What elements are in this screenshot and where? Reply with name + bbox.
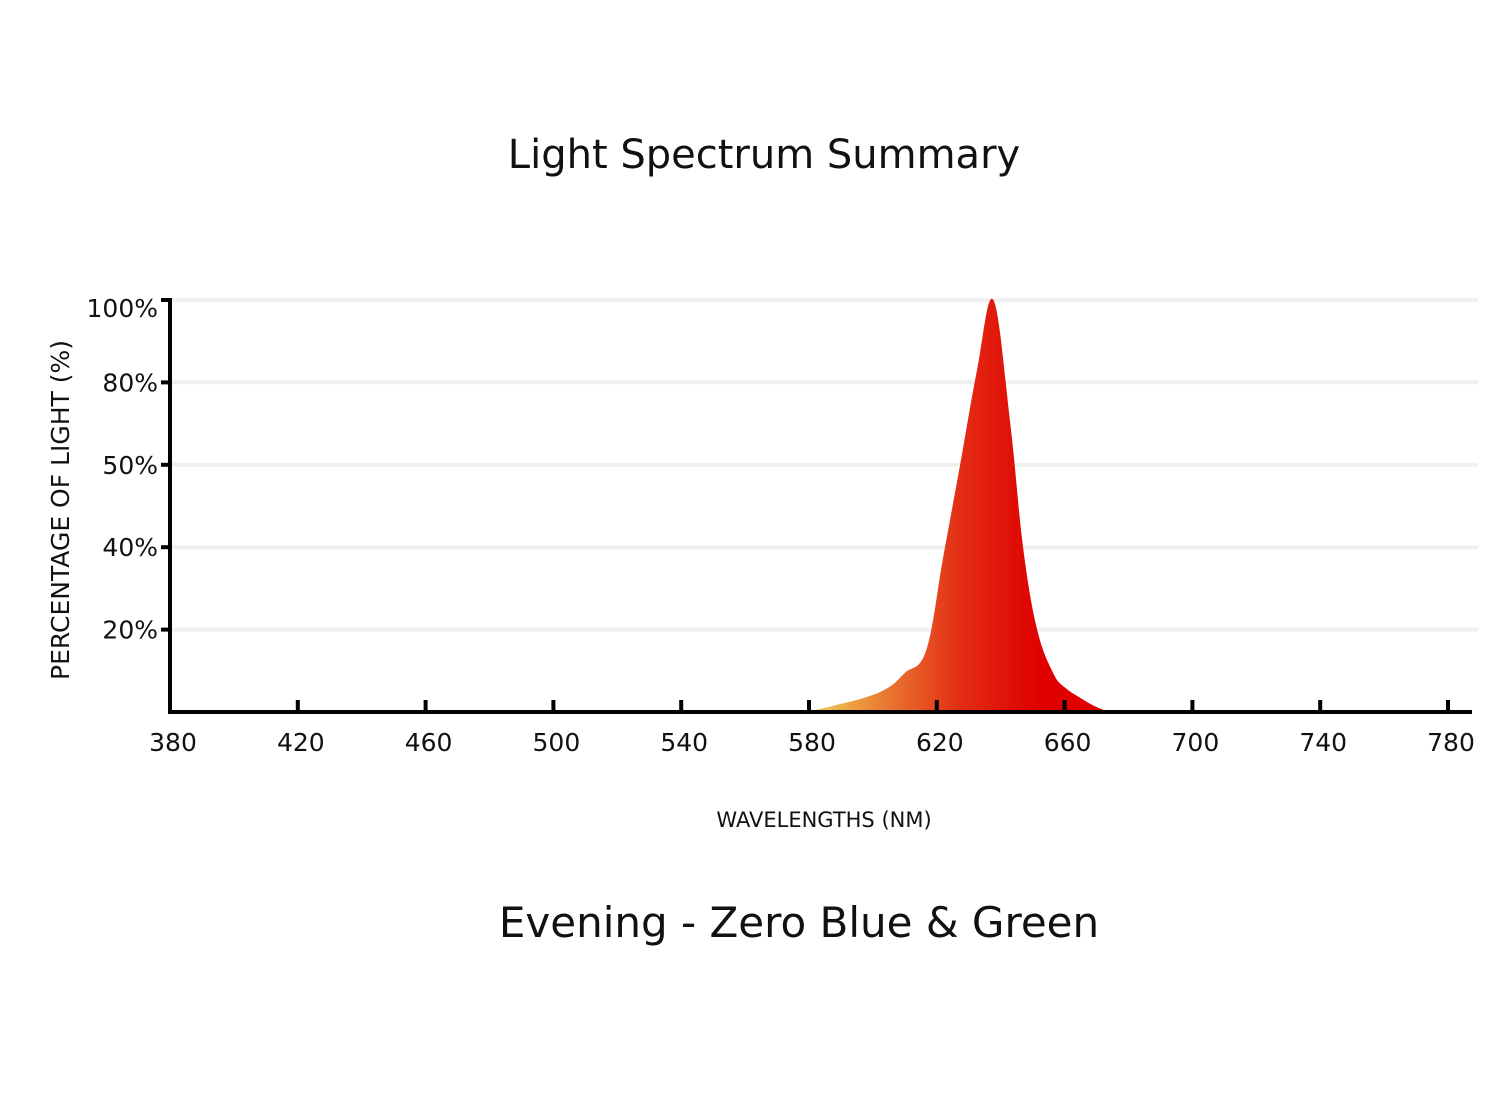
x-tick-label: 700	[1172, 728, 1220, 757]
y-tick-label: 40%	[102, 533, 158, 562]
x-tick-label: 580	[788, 728, 836, 757]
x-tick-label: 740	[1299, 728, 1347, 757]
x-tick-label: 460	[405, 728, 453, 757]
x-tick-label: 540	[660, 728, 708, 757]
x-axis-label: WAVELENGTHS (NM)	[716, 808, 931, 832]
x-tick-label: 780	[1427, 728, 1475, 757]
spectrum-area	[805, 298, 1110, 712]
y-tick-label: 80%	[102, 368, 158, 397]
y-tick-label: 20%	[102, 616, 158, 645]
chart-title: Light Spectrum Summary	[507, 132, 1021, 178]
chart-subtitle: Evening - Zero Blue & Green	[498, 898, 1100, 947]
y-tick-label: 50%	[102, 451, 158, 480]
y-tick-label: 100%	[87, 294, 158, 323]
y-axis-label: PERCENTAGE OF LIGHT (%)	[46, 340, 75, 680]
x-tick-label: 500	[533, 728, 581, 757]
x-tick-label: 660	[1044, 728, 1092, 757]
x-tick-label: 620	[916, 728, 964, 757]
x-tick-label: 420	[277, 728, 325, 757]
x-tick-label: 380	[149, 728, 197, 757]
